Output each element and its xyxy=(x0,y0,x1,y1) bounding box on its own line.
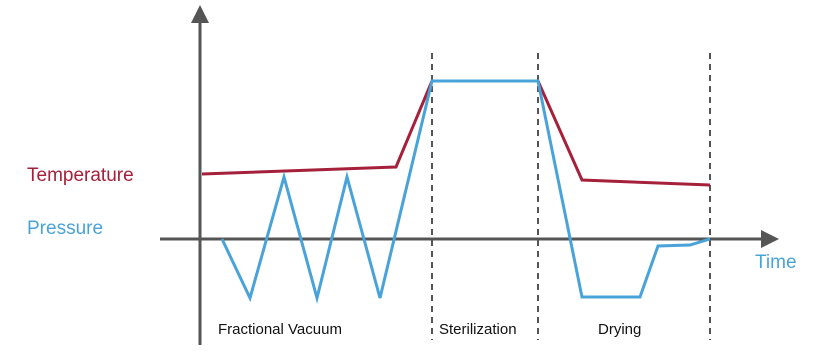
phase-label-vacuum: Fractional Vacuum xyxy=(218,321,342,338)
pressure-label: Pressure xyxy=(27,218,103,239)
temperature-curve xyxy=(201,79,711,187)
pressure-curve xyxy=(220,79,711,304)
time-axis-label: Time xyxy=(755,252,797,273)
phase-label-drying: Drying xyxy=(598,321,641,338)
phase-label-sterilization: Sterilization xyxy=(439,321,517,338)
temperature-label: Temperature xyxy=(27,165,134,186)
